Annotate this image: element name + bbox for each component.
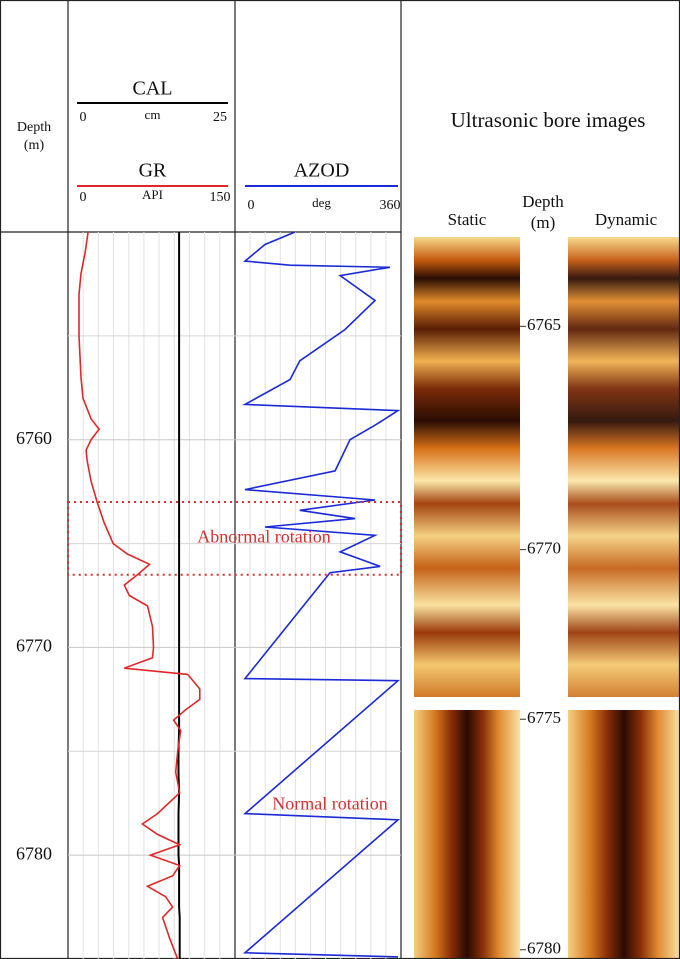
annotation-box	[67, 501, 402, 576]
panel-label: Dynamic	[595, 210, 658, 229]
image-depth-label: 6765	[527, 315, 561, 334]
bore-images	[414, 237, 680, 959]
bore-image	[414, 237, 520, 697]
bore-image	[568, 237, 680, 697]
bore-image	[568, 710, 680, 959]
scale-tick-label: 360	[380, 198, 401, 213]
scale-tick-label: 25	[213, 110, 227, 125]
y-tick-label: 6770	[16, 636, 52, 656]
legend-label: CAL	[133, 78, 173, 100]
depth-label: Depth	[17, 120, 51, 135]
depth-label: (m)	[24, 138, 45, 153]
scale-unit: API	[142, 187, 163, 202]
scale-unit: cm	[145, 107, 161, 122]
image-title: Ultrasonic bore images	[451, 108, 646, 132]
legend-label: GR	[139, 160, 167, 182]
scale-unit: deg	[312, 195, 331, 210]
legend-label: AZOD	[294, 160, 350, 182]
annotation: Abnormal rotation	[197, 527, 330, 547]
curve	[177, 232, 181, 959]
bore-image	[414, 710, 520, 959]
image-depth-label: Depth	[522, 192, 564, 211]
scale-tick-label: 0	[80, 110, 87, 125]
y-tick-label: 6760	[16, 428, 52, 448]
panel-label: Static	[448, 210, 487, 229]
scale-tick-label: 0	[248, 198, 255, 213]
image-depth-label: 6770	[527, 539, 561, 558]
y-tick-label: 6780	[16, 843, 52, 863]
curve	[242, 231, 401, 958]
scale-tick-label: 150	[210, 190, 231, 205]
image-depth-label: (m)	[531, 213, 556, 232]
curve	[78, 231, 201, 959]
image-depth-label: 6780	[527, 939, 561, 958]
scale-tick-label: 0	[80, 190, 87, 205]
annotation: Normal rotation	[272, 793, 387, 813]
image-depth-label: 6775	[527, 708, 561, 727]
